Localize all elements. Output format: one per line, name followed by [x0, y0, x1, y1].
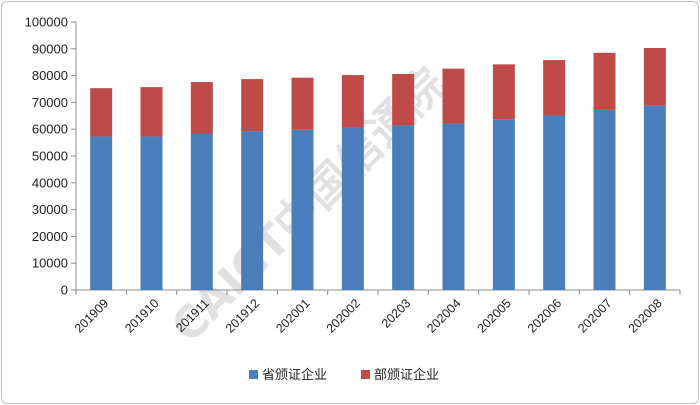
x-tick-label: 201910	[122, 296, 161, 335]
y-tick-label: 50000	[32, 149, 68, 164]
bar-provincial-201911	[190, 133, 213, 290]
bar-ministry-202001	[291, 77, 314, 130]
bar-ministry-201909	[90, 88, 113, 137]
y-tick-label: 0	[61, 283, 68, 298]
bar-provincial-202001	[291, 129, 314, 290]
bar-ministry-202007	[593, 52, 616, 110]
x-tick-label: 20203	[379, 296, 414, 331]
bar-ministry-202004	[442, 68, 465, 124]
bar-provincial-202005	[492, 119, 515, 290]
bar-ministry-202005	[492, 64, 515, 120]
bar-ministry-201912	[241, 79, 264, 132]
y-tick-label: 10000	[32, 256, 68, 271]
bar-provincial-202004	[442, 123, 465, 291]
bar-ministry-20203	[392, 73, 415, 126]
bar-ministry-202006	[543, 60, 566, 116]
y-tick-label: 20000	[32, 229, 68, 244]
y-axis-tick-labels: 0 10000 20000 30000 40000 50000 60000 70000 8000…	[25, 15, 68, 298]
legend-label-2: 部颁证企业	[374, 367, 439, 383]
y-tick-label: 100000	[25, 15, 68, 30]
axes	[71, 21, 681, 295]
x-tick-label: 202005	[475, 296, 514, 335]
bar-ministry-201911	[190, 82, 213, 134]
bar-provincial-202007	[593, 109, 616, 291]
legend: 省颁证企业 部颁证企业	[249, 367, 439, 383]
bar-provincial-202006	[543, 115, 566, 290]
y-tick-label: 90000	[32, 41, 68, 56]
legend-label-1: 省颁证企业	[262, 367, 327, 383]
legend-swatch-1	[249, 370, 258, 379]
bar-provincial-201909	[90, 136, 113, 290]
x-tick-label: 202004	[424, 296, 463, 335]
bar-provincial-20203	[392, 125, 415, 290]
bar-ministry-202008	[643, 47, 666, 106]
y-tick-label: 60000	[32, 122, 68, 137]
y-tick-label: 30000	[32, 202, 68, 217]
y-tick-label: 70000	[32, 95, 68, 110]
x-tick-label: 202008	[626, 296, 665, 335]
bar-provincial-201910	[140, 136, 163, 290]
y-tick-label: 40000	[32, 175, 68, 190]
x-tick-label: 202006	[525, 296, 564, 335]
bar-ministry-202002	[341, 75, 364, 128]
bar-provincial-202008	[643, 105, 666, 290]
x-tick-label: 202007	[575, 296, 614, 335]
bars	[90, 47, 666, 291]
x-tick-label: 201909	[72, 296, 111, 335]
y-tick-label: 80000	[32, 68, 68, 83]
x-axis-tick-labels: 201909 201910 201911 201912 202001 202002 2020…	[72, 296, 665, 335]
bar-ministry-201910	[140, 87, 163, 137]
bar-provincial-201912	[241, 131, 264, 290]
x-tick-label: 202002	[324, 296, 363, 335]
legend-swatch-2	[361, 370, 370, 379]
bar-provincial-202002	[341, 127, 364, 290]
x-tick-label: 202001	[273, 296, 312, 335]
